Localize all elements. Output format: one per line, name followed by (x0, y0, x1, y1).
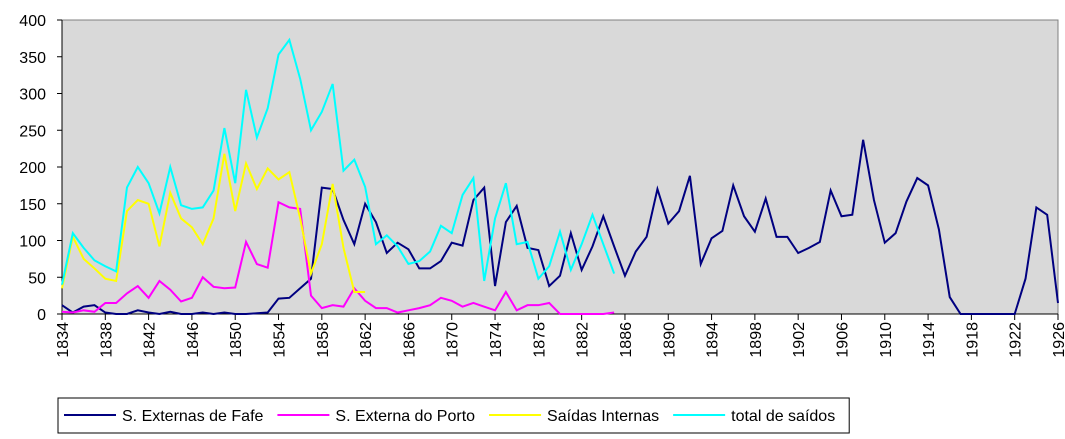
legend-label: S. Externas de Fafe (122, 408, 264, 425)
y-tick-label: 0 (37, 307, 46, 324)
x-tick-label: 1890 (661, 322, 678, 358)
y-tick-label: 50 (28, 270, 46, 287)
x-tick-label: 1926 (1051, 322, 1065, 358)
x-tick-label: 1910 (878, 322, 895, 358)
x-tick-label: 1914 (921, 322, 938, 358)
legend-label: total de saídos (731, 408, 835, 425)
x-tick-label: 1854 (272, 322, 289, 358)
x-tick-label: 1874 (488, 322, 505, 358)
x-tick-label: 1906 (834, 322, 851, 358)
series-line (61, 37, 616, 285)
legend-label: S. Externa do Porto (335, 408, 475, 425)
x-tick-label: 1894 (705, 322, 722, 358)
x-tick-label: 1922 (1008, 322, 1025, 358)
x-tick-label: 1878 (531, 322, 548, 358)
plot-area (61, 19, 1059, 315)
x-tick-label: 1902 (791, 322, 808, 358)
y-tick-label: 250 (19, 123, 46, 140)
x-tick-label: 1834 (55, 322, 72, 358)
x-tick-label: 1886 (618, 322, 635, 358)
y-tick-label: 150 (19, 197, 46, 214)
x-tick-label: 1850 (228, 322, 245, 358)
y-tick-label: 100 (19, 234, 46, 251)
series-line (61, 139, 1059, 316)
x-tick-label: 1842 (142, 322, 159, 358)
legend-label: Saídas Internas (547, 408, 659, 425)
x-tick-label: 1866 (401, 322, 418, 358)
series-line (61, 200, 615, 315)
x-tick-label: 1838 (98, 322, 115, 358)
x-tick-label: 1918 (964, 322, 981, 358)
x-tick-label: 1846 (185, 322, 202, 358)
x-tick-label: 1898 (748, 322, 765, 358)
x-tick-label: 1882 (575, 322, 592, 358)
x-tick-label: 1858 (315, 322, 332, 358)
y-tick-label: 200 (19, 160, 46, 177)
x-tick-label: 1870 (445, 322, 462, 358)
y-tick-label: 350 (19, 50, 46, 67)
y-tick-label: 300 (19, 87, 46, 104)
y-tick-label: 400 (19, 13, 46, 30)
series-line (61, 153, 366, 293)
x-tick-label: 1862 (358, 322, 375, 358)
